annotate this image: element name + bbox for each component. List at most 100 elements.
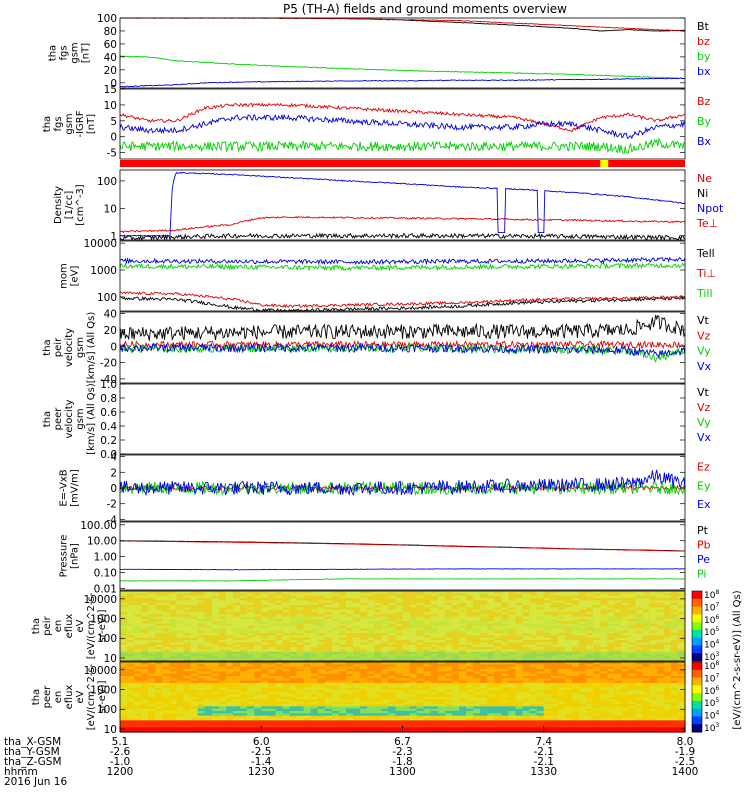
y-tick-label: 10000 bbox=[84, 594, 117, 606]
series-line-By bbox=[119, 137, 686, 155]
series-line-bz bbox=[119, 17, 686, 32]
time-axis-tick-label: -2.5 bbox=[675, 756, 696, 768]
time-axis-row-label: 2016 Jun 16 bbox=[4, 776, 67, 788]
y-tick-label: 1 bbox=[110, 231, 117, 243]
y-tick-label: 40 bbox=[104, 52, 117, 64]
heatmap-peer_en bbox=[120, 662, 686, 733]
y-tick-label: 10.00 bbox=[87, 536, 117, 548]
legend-label-Vx: Vx bbox=[697, 431, 712, 444]
y-label-line: fgs bbox=[53, 116, 64, 131]
y-tick-label: 0.10 bbox=[94, 568, 117, 580]
y-label-line: [nPa] bbox=[70, 543, 81, 569]
y-label-peir_en: tha peir en eflux eV [eV/(cm^2-s-sr-eV)] bbox=[31, 592, 108, 659]
legend-label-Vy: Vy bbox=[697, 345, 711, 358]
legend-label-By: By bbox=[697, 115, 712, 128]
series-line-Npot bbox=[119, 171, 686, 237]
y-label-line: [nT] bbox=[81, 43, 92, 63]
y-tick-label: 100 bbox=[97, 704, 117, 716]
legend-peer_vel: Vt Vz Vy Vx bbox=[697, 386, 712, 444]
series-line-bx bbox=[119, 77, 686, 88]
y-label-line: tha bbox=[48, 45, 59, 61]
y-label-line: eflux bbox=[64, 614, 75, 639]
y-label-line: gsm bbox=[75, 408, 86, 429]
legend-label-Bz: Bz bbox=[697, 95, 711, 108]
y-tick-label: 0.6 bbox=[100, 407, 117, 419]
legend-label-Vy: Vy bbox=[697, 416, 711, 429]
heatmap-peir_en bbox=[120, 591, 686, 662]
y-ticks-density: 100 10 1 bbox=[97, 176, 685, 243]
y-tick-label: 10000 bbox=[84, 238, 117, 250]
time-axis-tick-label: 6.0 bbox=[253, 736, 270, 748]
legend-label-Tell: Tell bbox=[696, 247, 715, 260]
series-line-Pb bbox=[120, 540, 686, 552]
y-label-line: tha bbox=[31, 689, 42, 705]
y-tick-label: 10 bbox=[104, 203, 117, 215]
y-tick-label: 0 bbox=[110, 341, 117, 353]
y-label-peer_vel: tha peer velocity gsm [km/s] (All Qs) bbox=[42, 383, 97, 455]
time-axis-tick-label: -1.9 bbox=[675, 746, 696, 758]
y-ticks-efield: 4 2 0 -2 -4 bbox=[107, 452, 685, 526]
y-tick-label: -5 bbox=[107, 148, 117, 160]
y-tick-label: 1000 bbox=[90, 614, 117, 626]
legend-label-Vt: Vt bbox=[697, 386, 710, 399]
series-line-Ni bbox=[119, 232, 686, 242]
y-tick-label: 0.0 bbox=[100, 449, 117, 461]
legend-label-Vz: Vz bbox=[697, 401, 711, 414]
colorbar-title: [eV/(cm^2-s-sr-eV)] (All Qs) bbox=[732, 590, 743, 729]
y-label-line: peir bbox=[53, 337, 64, 357]
legend-label-Ne: Ne bbox=[697, 172, 712, 185]
panel-density: Ne Ni Npot Te⊥ 100 10 1 Density [1/cc] [cm^-3] bbox=[53, 169, 724, 243]
time-axis-tick-label: -2.3 bbox=[392, 746, 413, 758]
y-tick-label: -4 bbox=[107, 514, 118, 526]
y-tick-label: 20 bbox=[104, 325, 117, 337]
legend-fgs_dbg: Bz By Bx bbox=[697, 95, 712, 148]
y-ticks-peir_vel: 40 20 0 -20 -40 bbox=[100, 309, 685, 386]
y-tick-label: 2 bbox=[110, 467, 117, 479]
series-line-by bbox=[119, 55, 686, 80]
y-label-line: en bbox=[53, 691, 64, 704]
y-tick-label: 40 bbox=[104, 309, 117, 321]
series-group-fgs_dbg bbox=[119, 102, 686, 155]
y-label-line: eV bbox=[75, 619, 86, 632]
y-label-line: tha bbox=[42, 411, 53, 427]
series-line-Vz bbox=[119, 339, 686, 350]
panel-temps: Tell Ti⊥ Till 10000 1000 100 mom [eV] bbox=[59, 238, 716, 312]
y-label-line: gsm bbox=[75, 337, 86, 358]
y-tick-label: 10000 bbox=[84, 665, 117, 677]
y-tick-label: 100 bbox=[97, 292, 117, 304]
y-label-peer_en: tha peer en eflux eV [eV/(cm^2-s-sr-eV)] bbox=[31, 663, 108, 730]
y-tick-label: 0 bbox=[110, 483, 117, 495]
y-tick-label: 100 bbox=[97, 176, 117, 188]
legend-label-bz: bz bbox=[697, 35, 710, 48]
panel-fgs_dbg: Bz By Bx 15 10 5 0 -5 tha fgs gsm -IGRF [nT] bbox=[42, 84, 712, 160]
legend-label-Till: Till bbox=[696, 287, 713, 300]
series-line-Bx bbox=[119, 113, 686, 140]
time-axis-tick-label: 1230 bbox=[248, 766, 275, 778]
y-tick-label: 1.00 bbox=[94, 552, 117, 564]
series-group-temps bbox=[119, 256, 686, 312]
legend-label-Pe: Pe bbox=[697, 553, 710, 566]
legend-label-Te⊥: Te⊥ bbox=[696, 217, 718, 230]
legend-peir_vel: Vt Vz Vy Vx bbox=[697, 314, 712, 373]
colorbar-tick-label: 108 bbox=[704, 589, 719, 601]
y-ticks-peir_en: 10000 1000 100 10 bbox=[84, 594, 685, 665]
y-label-line: tha bbox=[31, 618, 42, 634]
y-tick-label: 100 bbox=[97, 13, 117, 25]
time-axis-row-label: tha_Y-GSM bbox=[4, 746, 60, 758]
y-tick-label: 1.0 bbox=[100, 379, 117, 391]
series-group-fgs bbox=[119, 17, 686, 88]
time-axis-row-label: tha_X-GSM bbox=[4, 736, 61, 748]
series-line-Tell bbox=[120, 295, 685, 312]
y-tick-label: -2 bbox=[107, 499, 117, 511]
legend-label-bx: bx bbox=[697, 65, 711, 78]
y-label-line: eV bbox=[75, 690, 86, 703]
y-label-line: velocity bbox=[64, 399, 75, 438]
y-label-line: -IGRF bbox=[75, 110, 86, 137]
